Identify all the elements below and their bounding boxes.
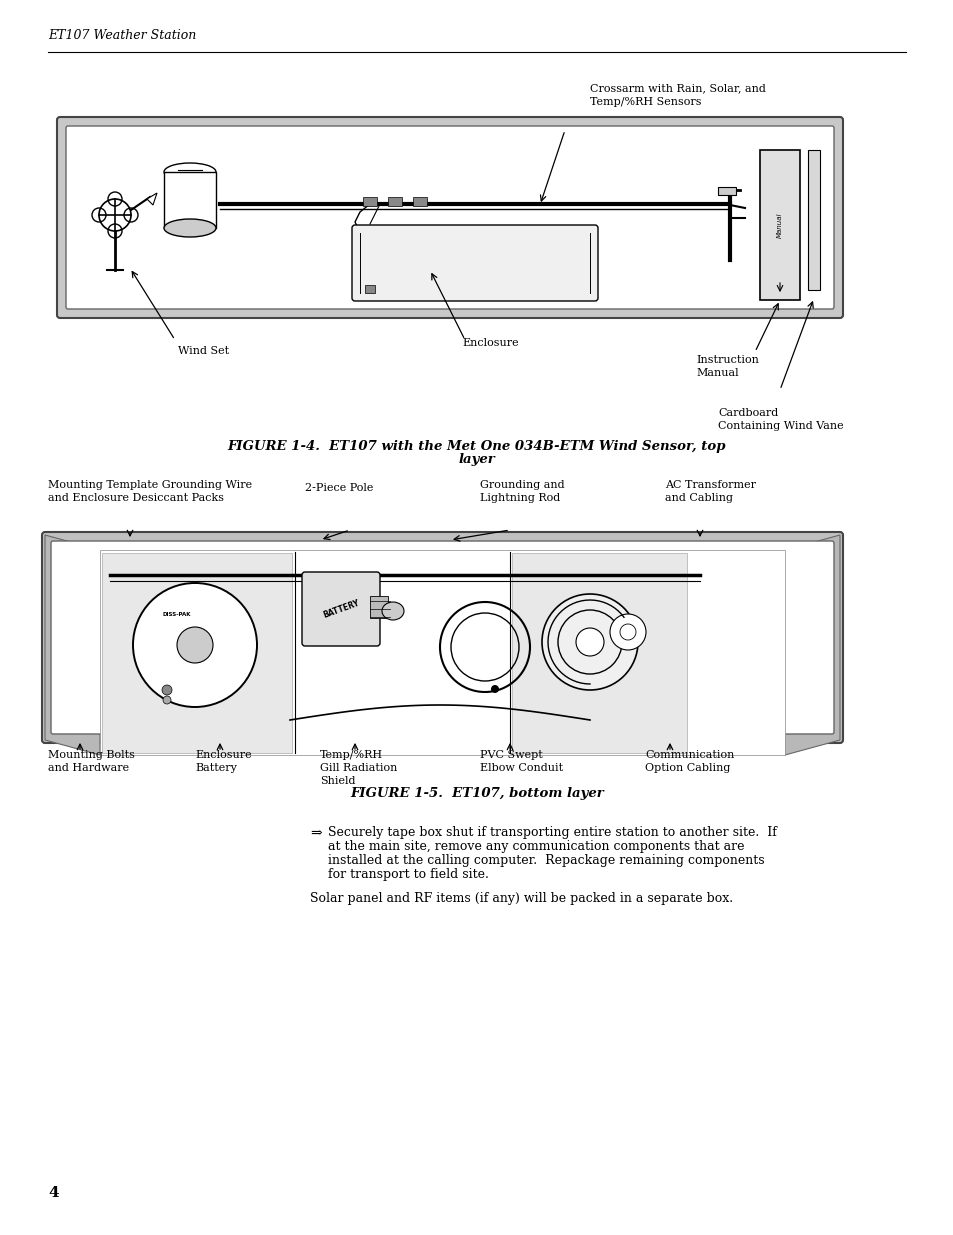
Circle shape bbox=[162, 685, 172, 695]
Bar bbox=[164, 172, 215, 228]
Polygon shape bbox=[784, 535, 840, 755]
Circle shape bbox=[541, 594, 638, 690]
Bar bbox=[807, 149, 820, 290]
Bar bbox=[370, 597, 388, 618]
Text: Option Cabling: Option Cabling bbox=[644, 763, 730, 773]
FancyBboxPatch shape bbox=[51, 541, 833, 734]
Text: Gill Radiation: Gill Radiation bbox=[319, 763, 397, 773]
Text: FIGURE 1-5.  ET107, bottom layer: FIGURE 1-5. ET107, bottom layer bbox=[350, 787, 603, 800]
Text: Securely tape box shut if transporting entire station to another site.  If: Securely tape box shut if transporting e… bbox=[328, 826, 776, 839]
Text: AC Transformer: AC Transformer bbox=[664, 480, 755, 490]
Bar bbox=[413, 198, 427, 206]
FancyBboxPatch shape bbox=[352, 225, 598, 301]
Text: Cardboard: Cardboard bbox=[718, 408, 778, 417]
Text: Enclosure: Enclosure bbox=[194, 750, 252, 760]
Text: Shield: Shield bbox=[319, 776, 355, 785]
Text: 4: 4 bbox=[48, 1186, 58, 1200]
Bar bbox=[760, 149, 800, 300]
Text: for transport to field site.: for transport to field site. bbox=[328, 868, 488, 881]
Text: Mounting Bolts: Mounting Bolts bbox=[48, 750, 134, 760]
Circle shape bbox=[491, 685, 498, 693]
Text: Solar panel and RF items (if any) will be packed in a separate box.: Solar panel and RF items (if any) will b… bbox=[310, 892, 732, 905]
Circle shape bbox=[177, 627, 213, 663]
Text: Grounding and: Grounding and bbox=[479, 480, 564, 490]
Text: Manual: Manual bbox=[696, 368, 738, 378]
Text: Wind Set: Wind Set bbox=[178, 346, 229, 356]
Text: PVC Swept: PVC Swept bbox=[479, 750, 542, 760]
Text: Manual: Manual bbox=[776, 212, 782, 238]
Text: Temp/%RH: Temp/%RH bbox=[319, 750, 383, 760]
Ellipse shape bbox=[381, 601, 403, 620]
Text: FIGURE 1-4.  ET107 with the Met One 034B-ETM Wind Sensor, top: FIGURE 1-4. ET107 with the Met One 034B-… bbox=[228, 440, 725, 453]
FancyBboxPatch shape bbox=[66, 126, 833, 309]
FancyBboxPatch shape bbox=[42, 532, 842, 743]
Text: Mounting Template Grounding Wire: Mounting Template Grounding Wire bbox=[48, 480, 252, 490]
Text: and Cabling: and Cabling bbox=[664, 493, 732, 503]
Text: Containing Wind Vane: Containing Wind Vane bbox=[718, 421, 842, 431]
Circle shape bbox=[132, 583, 256, 706]
Text: Crossarm with Rain, Solar, and: Crossarm with Rain, Solar, and bbox=[589, 83, 765, 93]
Bar bbox=[102, 553, 292, 753]
Bar bbox=[718, 186, 735, 195]
Polygon shape bbox=[147, 193, 157, 205]
Text: Communication: Communication bbox=[644, 750, 734, 760]
Text: ET107 Weather Station: ET107 Weather Station bbox=[48, 28, 196, 42]
Circle shape bbox=[609, 614, 645, 650]
Bar bbox=[363, 198, 376, 206]
Bar bbox=[512, 553, 686, 753]
Text: BATTERY: BATTERY bbox=[321, 598, 360, 620]
Circle shape bbox=[163, 697, 171, 704]
Text: Battery: Battery bbox=[194, 763, 236, 773]
Ellipse shape bbox=[164, 219, 215, 237]
Text: 2-Piece Pole: 2-Piece Pole bbox=[305, 483, 373, 493]
Bar bbox=[100, 550, 784, 755]
Text: Lightning Rod: Lightning Rod bbox=[479, 493, 559, 503]
Text: and Enclosure Desiccant Packs: and Enclosure Desiccant Packs bbox=[48, 493, 224, 503]
Text: Enclosure: Enclosure bbox=[461, 338, 518, 348]
Bar bbox=[388, 198, 401, 206]
Text: Elbow Conduit: Elbow Conduit bbox=[479, 763, 562, 773]
FancyBboxPatch shape bbox=[57, 117, 842, 317]
Text: and Hardware: and Hardware bbox=[48, 763, 129, 773]
Text: layer: layer bbox=[458, 453, 495, 466]
Ellipse shape bbox=[164, 163, 215, 182]
Text: Instruction: Instruction bbox=[696, 354, 758, 366]
Text: Temp/%RH Sensors: Temp/%RH Sensors bbox=[589, 98, 700, 107]
Text: ⇒: ⇒ bbox=[310, 826, 321, 840]
Circle shape bbox=[576, 629, 603, 656]
Text: installed at the calling computer.  Repackage remaining components: installed at the calling computer. Repac… bbox=[328, 853, 763, 867]
FancyBboxPatch shape bbox=[302, 572, 379, 646]
Text: DISS-PAK: DISS-PAK bbox=[163, 613, 191, 618]
Polygon shape bbox=[45, 535, 100, 755]
Text: at the main site, remove any communication components that are: at the main site, remove any communicati… bbox=[328, 840, 743, 853]
Bar bbox=[365, 285, 375, 293]
